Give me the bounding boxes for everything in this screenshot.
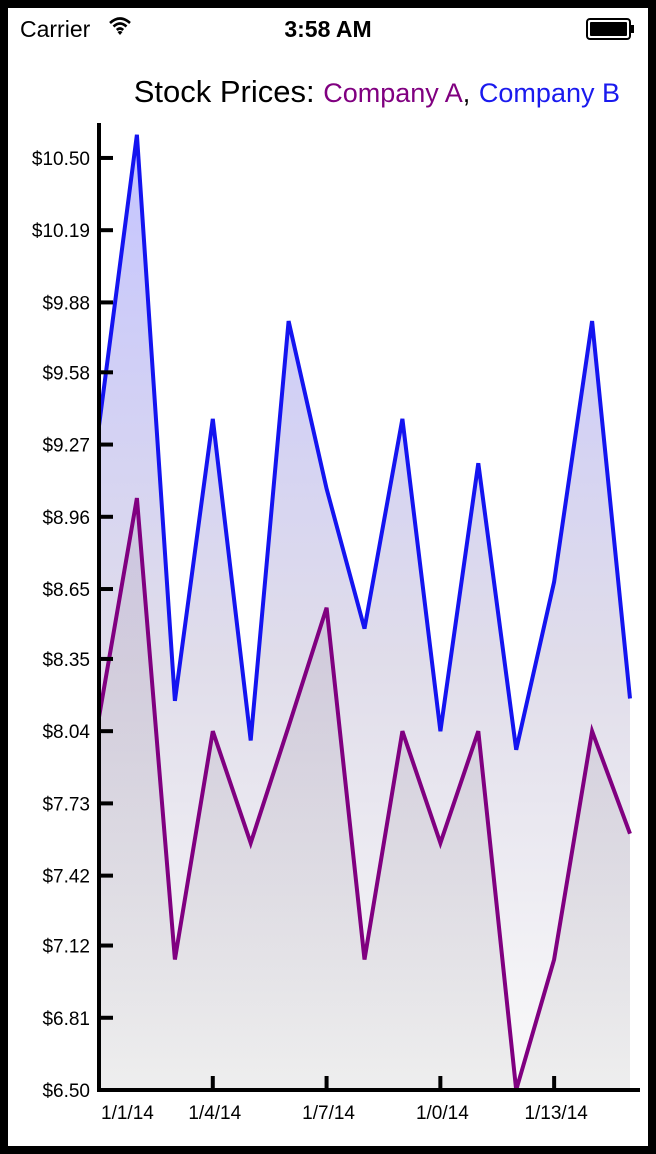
y-tick-label: $8.65 — [42, 580, 90, 601]
battery-icon — [586, 18, 636, 45]
y-tick-label: $8.04 — [42, 722, 90, 743]
y-tick-label: $6.50 — [42, 1081, 90, 1102]
status-bar: Carrier 3:58 AM — [8, 8, 648, 48]
y-tick-label: $7.42 — [42, 867, 90, 888]
carrier-label: Carrier — [20, 16, 91, 42]
legend-separator: , — [462, 78, 471, 108]
phone-screen: Carrier 3:58 AM Stock Prices: Company A,… — [8, 8, 648, 1146]
y-tick-label: $9.88 — [42, 293, 90, 314]
y-tick-label: $10.50 — [32, 149, 90, 170]
line-layer — [97, 134, 632, 1091]
y-tick-label: $10.19 — [32, 221, 90, 242]
y-tick-label: $8.35 — [42, 650, 90, 671]
axis-layer: $6.50 $6.81 $7.12 $7.42 $7.73 $8.04 $8.35 $8.65… — [32, 123, 640, 1124]
y-tick-label: $8.96 — [42, 508, 90, 529]
x-tick-label: 1/1/14 — [101, 1103, 154, 1124]
x-tick-label: 1/7/14 — [302, 1103, 355, 1124]
wifi-icon — [108, 16, 132, 41]
y-tick-label: $9.58 — [42, 363, 90, 384]
x-tick-label: 1/0/14 — [416, 1103, 469, 1124]
y-tick-label: $7.12 — [42, 937, 90, 958]
stock-price-chart: $6.50 $6.81 $7.12 $7.42 $7.73 $8.04 $8.35 $8.65… — [32, 123, 640, 1124]
legend-series-b: Company B — [478, 78, 620, 108]
x-tick-label: 1/13/14 — [524, 1103, 588, 1124]
chart-title-prefix: Stock Prices: — [133, 74, 315, 109]
y-tick-label: $7.73 — [42, 794, 90, 815]
y-tick-label: $9.27 — [42, 436, 90, 457]
series-area-company-a — [99, 498, 630, 1091]
series-line-company-a — [97, 497, 632, 1091]
series-line-company-b — [97, 134, 632, 751]
y-tick-label: $6.81 — [42, 1009, 90, 1030]
x-tick-label: 1/4/14 — [188, 1103, 241, 1124]
area-layer — [99, 134, 630, 1091]
status-time: 3:58 AM — [284, 16, 372, 42]
chart-title: Stock Prices: Company A, Company B — [134, 74, 620, 110]
legend-series-a: Company A — [323, 78, 463, 108]
